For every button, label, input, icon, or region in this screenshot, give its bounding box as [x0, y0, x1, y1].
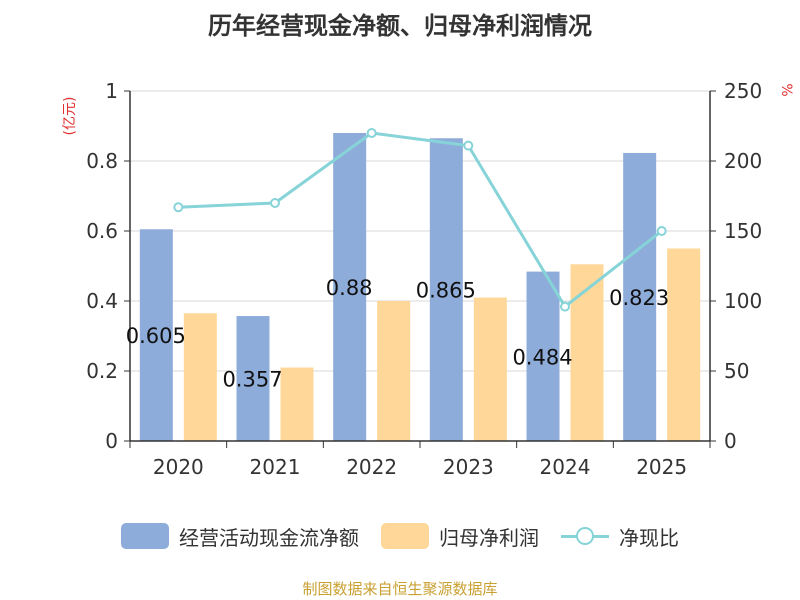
bar-cashflow — [236, 316, 270, 441]
data-label-cashflow: 0.605 — [126, 324, 186, 348]
legend-swatch-cashflow — [121, 523, 169, 549]
bar-net-profit — [570, 264, 604, 441]
right-tick-label: 250 — [724, 79, 762, 103]
x-tick-label: 2022 — [346, 455, 397, 479]
x-tick-label: 2020 — [153, 455, 204, 479]
line-point-cash-ratio — [173, 202, 184, 213]
legend-label-cash-ratio: 净现比 — [619, 525, 679, 550]
left-tick-label: 0.8 — [86, 149, 118, 173]
bar-net-profit — [667, 248, 701, 441]
legend-swatch-net-profit — [381, 523, 429, 549]
right-tick-label: 100 — [724, 289, 762, 313]
bar-cashflow — [623, 152, 657, 441]
right-tick-label: 200 — [724, 149, 762, 173]
line-point-cash-ratio — [270, 198, 280, 208]
right-tick-label: 150 — [724, 219, 762, 243]
left-tick-label: 0 — [105, 429, 118, 453]
left-tick-label: 0.2 — [86, 359, 118, 383]
data-label-cashflow: 0.88 — [326, 276, 373, 300]
bar-cashflow — [333, 133, 367, 441]
legend-label-net-profit: 归母净利润 — [439, 525, 539, 550]
left-axis-label: (亿元) — [62, 97, 78, 136]
bar-cashflow — [139, 229, 173, 441]
bar-cashflow — [429, 138, 463, 441]
chart-title: 历年经营现金净额、归母净利润情况 — [208, 12, 592, 40]
x-tick-label: 2023 — [443, 455, 494, 479]
x-tick-label: 2024 — [540, 455, 591, 479]
data-label-cashflow: 0.865 — [416, 279, 476, 303]
bar-cashflow — [526, 271, 560, 441]
line-point-cash-ratio — [656, 226, 667, 236]
legend-line-marker-icon — [561, 523, 609, 549]
left-tick-label: 1 — [105, 79, 118, 103]
bar-net-profit — [377, 301, 411, 441]
line-point-cash-ratio — [366, 128, 377, 138]
right-tick-label: 50 — [724, 359, 749, 383]
legend-item-cashflow[interactable]: 经营活动现金流净额 — [121, 522, 359, 551]
source-note: 制图数据来自恒生聚源数据库 — [302, 580, 498, 598]
line-cash-ratio — [178, 131, 663, 309]
data-label-cashflow: 0.484 — [512, 345, 572, 369]
x-tick-label: 2021 — [250, 455, 301, 479]
right-axis-label: % — [778, 83, 794, 96]
right-tick-label: 0 — [724, 429, 737, 453]
line-point-cash-ratio — [560, 301, 570, 312]
legend-item-net-profit[interactable]: 归母净利润 — [381, 522, 539, 551]
left-tick-label: 0.6 — [86, 219, 118, 243]
bar-net-profit — [473, 297, 507, 441]
bar-net-profit — [280, 367, 314, 441]
legend: 经营活动现金流净额 归母净利润 净现比 — [0, 516, 800, 556]
legend-item-cash-ratio[interactable]: 净现比 — [561, 522, 679, 551]
data-label-cashflow: 0.823 — [609, 286, 669, 310]
legend-label-cashflow: 经营活动现金流净额 — [179, 525, 359, 550]
data-label-cashflow: 0.357 — [222, 368, 282, 392]
line-point-cash-ratio — [463, 140, 474, 151]
x-tick-label: 2025 — [636, 455, 687, 479]
left-tick-label: 0.4 — [86, 289, 118, 313]
bar-net-profit — [183, 313, 217, 441]
